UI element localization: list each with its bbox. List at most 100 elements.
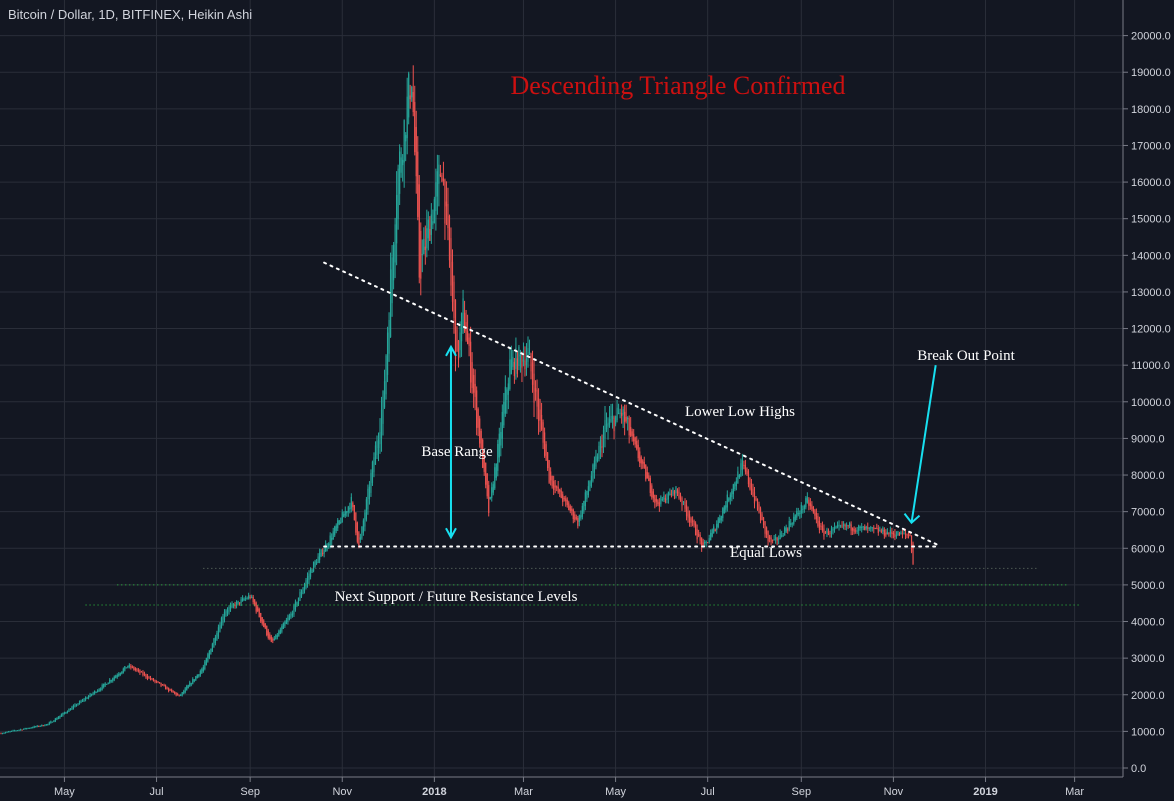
- candle-body: [797, 513, 799, 515]
- candle-body: [687, 510, 689, 518]
- candle-body: [56, 718, 58, 720]
- candle-body: [113, 676, 115, 680]
- candle-body: [495, 463, 497, 478]
- candle-body: [223, 611, 226, 620]
- candle-body: [759, 508, 762, 521]
- candle-body: [77, 703, 79, 706]
- candle-body: [293, 604, 295, 615]
- candle-body: [695, 523, 697, 536]
- candle-body: [174, 691, 176, 694]
- candle-body: [41, 724, 43, 726]
- candle-body: [254, 599, 256, 606]
- candle-body: [356, 522, 358, 542]
- candle-body: [32, 727, 34, 729]
- y-tick-label: 5000.0: [1131, 580, 1165, 592]
- candle-body: [68, 708, 70, 713]
- candle-body: [755, 497, 757, 501]
- candle-body: [396, 194, 398, 244]
- candle-body: [296, 602, 298, 606]
- y-tick-label: 12000.0: [1131, 324, 1171, 336]
- candle-body: [901, 533, 904, 535]
- candle-body: [553, 481, 555, 490]
- candle-body: [479, 418, 481, 444]
- candle-body: [305, 580, 307, 588]
- candle-body: [849, 522, 851, 526]
- candle-body: [830, 528, 833, 534]
- y-tick-label: 10000.0: [1131, 397, 1171, 409]
- candle-body: [152, 678, 155, 682]
- candle-body: [731, 491, 733, 498]
- candle-body: [216, 632, 218, 641]
- candle-body: [602, 430, 605, 448]
- candle-body: [470, 341, 472, 383]
- candle-body: [322, 552, 324, 555]
- candle-body: [586, 490, 588, 500]
- candle-body: [427, 219, 429, 239]
- candle-body: [278, 631, 280, 637]
- candle-body: [663, 495, 665, 500]
- candle-body: [794, 515, 796, 521]
- candle-body: [362, 520, 364, 533]
- breakout-label: Break Out Point: [917, 348, 1015, 364]
- candle-body: [519, 354, 522, 357]
- candle-body: [498, 433, 500, 458]
- candle-body: [29, 727, 31, 729]
- candle-body: [821, 526, 824, 531]
- candle-body: [681, 497, 683, 506]
- candle-body: [20, 729, 22, 731]
- candle-body: [826, 529, 828, 533]
- candle-body: [211, 643, 213, 652]
- candle-body: [658, 502, 660, 507]
- candle-body: [47, 723, 49, 725]
- candle-body: [761, 514, 763, 521]
- candle-body: [337, 520, 339, 529]
- candle-body: [12, 730, 14, 732]
- candle-body: [393, 244, 395, 281]
- candle-body: [747, 471, 750, 485]
- candle-body: [770, 537, 772, 542]
- candle-body: [391, 257, 393, 304]
- candle-body: [776, 538, 778, 541]
- candle-body: [98, 689, 100, 692]
- candle-body: [912, 543, 914, 564]
- candle-body: [767, 531, 769, 542]
- candle-body: [820, 525, 822, 527]
- y-tick-label: 9000.0: [1131, 433, 1165, 445]
- candle-body: [30, 727, 32, 729]
- candle-body: [349, 507, 351, 510]
- candle-body: [708, 538, 710, 543]
- candle-body: [482, 439, 484, 468]
- candle-body: [466, 331, 469, 344]
- candle-body: [332, 531, 334, 540]
- candle-body: [485, 462, 487, 485]
- chart-title: Bitcoin / Dollar, 1D, BITFINEX, Heikin A…: [8, 7, 253, 22]
- y-tick-label: 14000.0: [1131, 250, 1171, 262]
- candle-body: [667, 491, 670, 500]
- candle-body: [249, 597, 251, 599]
- candle-body: [74, 704, 76, 707]
- y-tick-label: 17000.0: [1131, 140, 1171, 152]
- candle-body: [320, 549, 322, 557]
- candle-body: [871, 527, 873, 529]
- candle-body: [900, 531, 902, 535]
- candle-body: [288, 615, 291, 620]
- equal-lows-label: Equal Lows: [730, 545, 802, 561]
- candle-body: [192, 678, 194, 684]
- candle-body: [217, 627, 220, 637]
- candle-body: [370, 472, 372, 493]
- candle-body: [350, 497, 352, 509]
- y-tick-label: 15000.0: [1131, 214, 1171, 226]
- candle-body: [456, 329, 458, 352]
- candle-body: [334, 526, 336, 536]
- candle-body: [595, 455, 597, 467]
- candle-body: [537, 398, 540, 421]
- candle-body: [314, 560, 316, 567]
- candle-body: [737, 471, 739, 484]
- candle-body: [590, 475, 593, 487]
- candle-body: [768, 536, 771, 539]
- candle-body: [276, 635, 278, 637]
- candle-body: [540, 414, 543, 430]
- candle-body: [309, 568, 312, 577]
- candle-body: [765, 527, 768, 535]
